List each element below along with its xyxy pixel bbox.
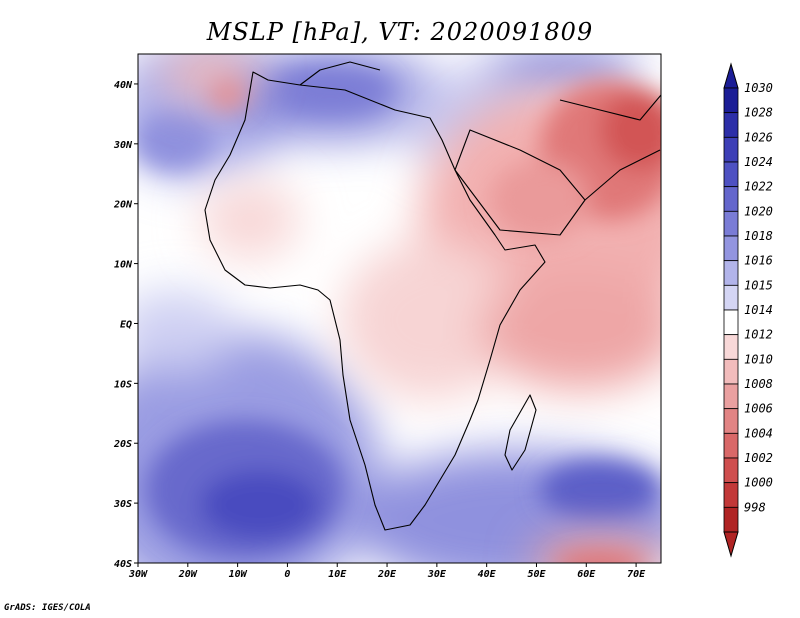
map-frame (137, 53, 662, 564)
colorbar-box (723, 87, 739, 114)
colorbar-label: 1028 (744, 106, 773, 120)
lon-tick-label: 30W (128, 569, 148, 580)
lat-tick-label: 40S (114, 559, 132, 570)
colorbar-box (723, 309, 739, 336)
credit-text: GrADS: IGES/COLA (4, 603, 91, 613)
lon-tick-label: 60E (577, 569, 596, 580)
lon-tick-label: 20E (377, 569, 397, 580)
lat-tick-label: 10N (114, 260, 133, 271)
colorbar-label: 1012 (744, 328, 773, 342)
lat-tick-label: EQ (120, 319, 132, 330)
colorbar-label: 1000 (744, 476, 773, 490)
colorbar-label: 1026 (744, 130, 773, 144)
colorbar-label: 1015 (744, 278, 773, 292)
colorbar: 1030 1028 1026 1024 1022 1020 1018 1016 1015 1014… (723, 62, 773, 558)
lon-tick-label: 40E (478, 569, 497, 580)
colorbar-label: 1010 (744, 352, 773, 366)
colorbar-label: 1018 (744, 229, 773, 243)
colorbar-box (723, 506, 739, 533)
colorbar-label: 1014 (744, 303, 773, 317)
colorbar-box (723, 112, 739, 138)
lat-tick-label: 30N (113, 140, 133, 151)
lon-tick-label: 30E (427, 569, 447, 580)
colorbar-box (723, 334, 739, 360)
lon-tick-label: 0 (284, 569, 290, 580)
colorbar-label: 1024 (744, 155, 773, 169)
colorbar-label: 1006 (744, 402, 773, 416)
colorbar-label: 998 (744, 500, 766, 514)
colorbar-bottom-arrow (723, 531, 739, 558)
lon-tick-label: 10W (229, 569, 248, 580)
colorbar-box (723, 260, 739, 286)
colorbar-label: 1022 (744, 180, 773, 194)
colorbar-label: 1004 (744, 426, 773, 440)
lat-tick-label: 10S (114, 379, 132, 390)
lon-axis: 30W 20W 10W 0 10E 20E 30E 40E 50E 60E 70E (128, 563, 646, 580)
colorbar-label: 1016 (744, 254, 773, 268)
colorbar-box (723, 358, 739, 385)
lon-tick-label: 10E (328, 569, 347, 580)
colorbar-label: 1030 (744, 81, 773, 95)
colorbar-box (723, 482, 739, 508)
lon-tick-label: 70E (627, 569, 646, 580)
lat-tick-label: 20N (113, 200, 133, 211)
lon-tick-label: 20W (178, 569, 198, 580)
colorbar-top-arrow (723, 62, 739, 89)
colorbar-box (723, 235, 739, 262)
pressure-field (138, 54, 661, 563)
colorbar-label: 1008 (744, 377, 773, 391)
colorbar-label: 1002 (744, 451, 773, 465)
chart-title: MSLP [hPa], VT: 2020091809 (206, 18, 594, 46)
colorbar-box (723, 136, 739, 163)
lat-tick-label: 40N (114, 80, 133, 91)
colorbar-box (723, 432, 739, 459)
colorbar-box (723, 383, 739, 410)
colorbar-box (723, 186, 739, 212)
colorbar-box (723, 210, 739, 237)
lat-axis: 40N 30N 20N 10N EQ 10S 20S 30S 40S (113, 80, 138, 570)
lat-tick-label: 30S (113, 499, 132, 510)
colorbar-box (723, 457, 739, 484)
colorbar-label: 1020 (744, 204, 773, 218)
colorbar-box (723, 408, 739, 434)
lon-tick-label: 50E (527, 569, 546, 580)
lat-tick-label: 20S (113, 439, 132, 450)
colorbar-box (723, 284, 739, 311)
colorbar-box (723, 161, 739, 188)
